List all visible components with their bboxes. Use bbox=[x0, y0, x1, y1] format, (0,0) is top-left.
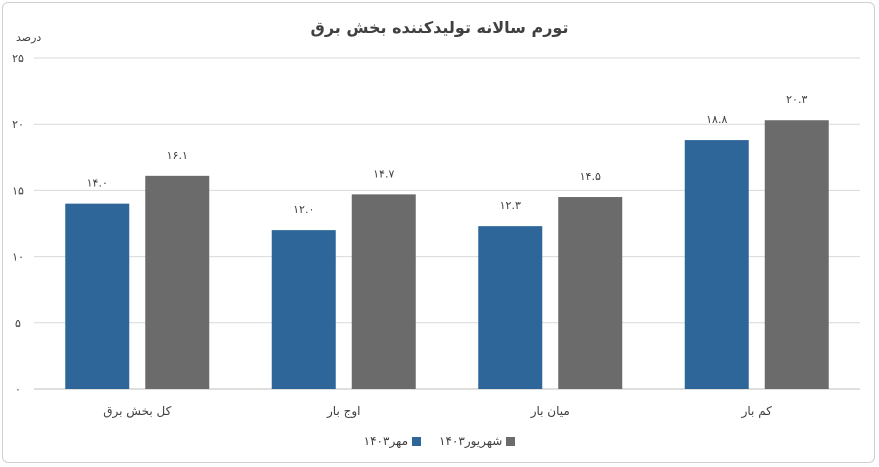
legend-item-shahrivar: شهریور۱۴۰۳ bbox=[439, 434, 516, 448]
legend: شهریور۱۴۰۳ مهر۱۴۰۳ bbox=[0, 434, 879, 448]
legend-label-shahrivar: شهریور۱۴۰۳ bbox=[439, 434, 503, 448]
y-tick-label: ۲۵ bbox=[12, 52, 24, 65]
bar bbox=[271, 230, 336, 389]
bar bbox=[478, 226, 543, 389]
legend-item-mehr: مهر۱۴۰۳ bbox=[363, 434, 422, 448]
data-label: ۱۲.۳ bbox=[500, 199, 521, 212]
data-label: ۱۴.۵ bbox=[580, 170, 601, 183]
y-axis-label: درصد bbox=[16, 31, 42, 44]
bar bbox=[684, 140, 749, 389]
x-tick-label: کل بخش برق bbox=[103, 404, 171, 419]
bar bbox=[351, 194, 416, 389]
data-label: ۱۴.۰ bbox=[87, 177, 108, 190]
y-tick-label: ۱۵ bbox=[12, 184, 24, 197]
y-tick-label: ۱۰ bbox=[12, 251, 24, 264]
bar bbox=[145, 175, 210, 389]
x-tick-label: میان بار bbox=[530, 404, 570, 419]
bar bbox=[764, 120, 829, 389]
data-label: ۱۶.۱ bbox=[167, 149, 188, 162]
data-label: ۱۸.۸ bbox=[706, 113, 727, 126]
y-tick-label: ۰ bbox=[15, 383, 21, 396]
x-tick-label: کم بار bbox=[741, 404, 773, 419]
data-label: ۱۴.۷ bbox=[373, 167, 394, 180]
bar bbox=[65, 203, 130, 389]
legend-swatch-shahrivar bbox=[506, 436, 516, 446]
y-tick-label: ۲۰ bbox=[12, 118, 24, 131]
data-label: ۱۲.۰ bbox=[293, 203, 314, 216]
chart-title: تورم سالانه تولیدکننده بخش برق bbox=[310, 18, 569, 37]
bar bbox=[558, 197, 623, 389]
legend-swatch-mehr bbox=[412, 436, 422, 446]
x-tick-label: اوج بار bbox=[326, 404, 360, 419]
legend-label-mehr: مهر۱۴۰۳ bbox=[363, 434, 409, 448]
y-tick-label: ۵ bbox=[15, 317, 21, 330]
data-label: ۲۰.۳ bbox=[786, 93, 807, 106]
